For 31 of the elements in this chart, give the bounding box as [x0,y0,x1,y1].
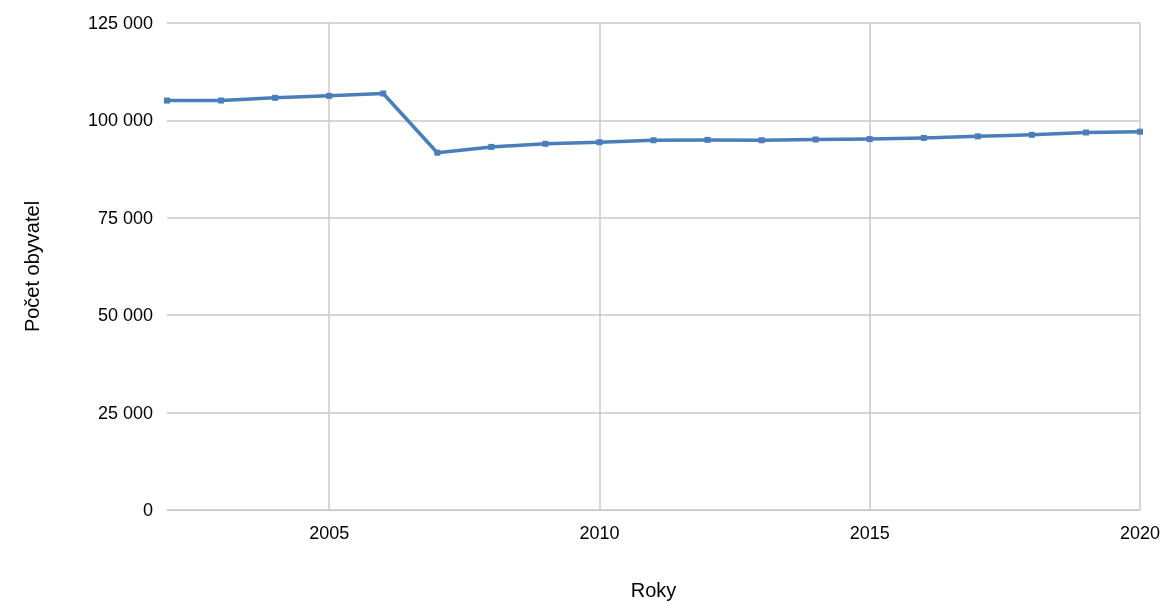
x-tick-label: 2010 [579,523,620,543]
point [650,137,657,144]
point [866,136,873,143]
y-tick-label: 125 000 [87,13,153,33]
x-tick-label: 2015 [849,523,890,543]
y-tick-label: 100 000 [87,110,153,131]
point [434,149,441,156]
point [1082,129,1089,136]
point [272,94,279,101]
point [542,140,549,147]
x-axis-title: Roky [630,579,677,601]
point [974,133,981,140]
point [380,90,387,97]
point [812,136,819,143]
x-tick-label: 2005 [309,523,350,543]
y-axis-title: Počet obyvatel [21,200,43,333]
point [596,139,603,146]
point [326,92,333,99]
point [218,97,225,104]
y-tick-label: 75 000 [97,207,153,228]
point [920,134,927,141]
point [1028,131,1035,138]
y-tick-label: 0 [142,500,153,520]
point [488,143,495,150]
point [704,136,711,143]
y-tick-label: 50 000 [97,305,153,326]
x-tick-label: 2020 [1119,523,1161,543]
point [758,137,765,144]
point [164,97,170,104]
y-tick-label: 25 000 [97,402,153,423]
point [1137,128,1143,135]
